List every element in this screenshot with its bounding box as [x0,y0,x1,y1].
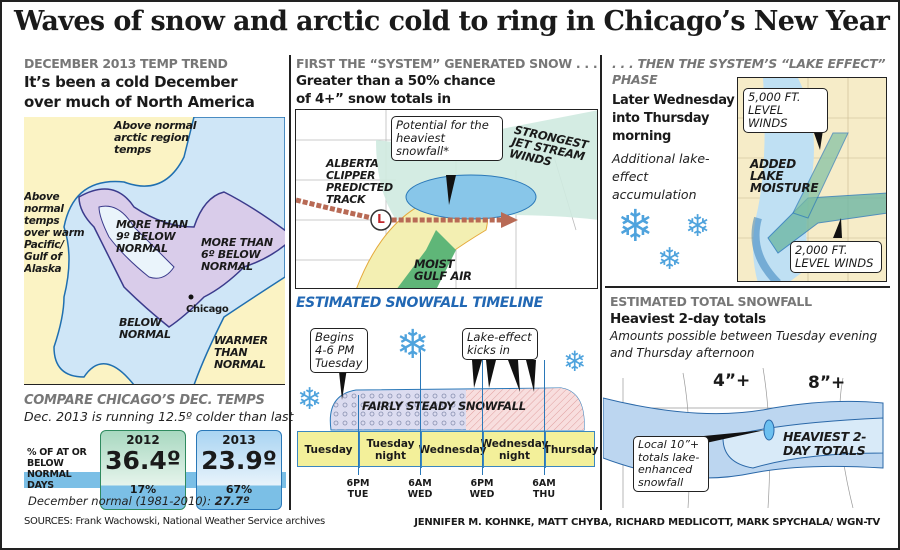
total-snowfall-subtitle: Heaviest 2-day totals [610,311,766,327]
temp-trend-kicker: DECEMBER 2013 TEMP TREND [24,56,228,71]
december-normal: December normal (1981-2010): 27.7º [28,492,250,510]
snowflake-icon: ❄ [617,201,654,252]
label-moist-gulf-air: MOIST GULF AIR [414,257,472,283]
lake-effect-map: 5,000 FT. LEVEL WINDS ADDED LAKE MOISTUR… [737,77,887,282]
tick-day: TUE [347,489,369,500]
lake-effect-kicker: . . . THEN THE SYSTEM’S “LAKE EFFECT” PH… [612,56,886,87]
credits: JENNIFER M. KOHNKE, MATT CHYBA, RICHARD … [414,517,880,528]
lake-effect-subtitle: Later Wednesday into Thursday morning [612,93,735,144]
period-wednesday: Wednesday [419,432,486,468]
tick-line [358,395,359,475]
lake-effect-note: Additional lake-effect accumulation [612,151,710,202]
tick-time: 6AM [532,478,556,489]
label-heaviest-totals: HEAVIEST 2-DAY TOTALS [783,429,867,458]
temp-box-2013: 2013 23.9º 67% [196,430,282,510]
period-tuesday: Tuesday [298,432,360,468]
temp-2013: 23.9º [201,446,277,475]
tick-label: 6PM TUE [338,478,378,500]
snowfall-band [329,360,585,431]
total-snowfall-map: 4”+ 8”+ HEAVIEST 2-DAY TOTALS Local 10”+… [603,368,888,508]
callout-lake-effect: Lake-effect kicks in [462,328,538,360]
callout-begins: Begins 4-6 PM Tuesday [310,328,368,373]
low-pressure-marker: L [377,212,385,226]
label-local-lake-enhanced: Local 10”+ totals lake-enhanced snowfall [633,436,709,492]
tick-time: 6PM [470,478,494,489]
snowflake-icon: ❄ [297,382,323,417]
year-2013: 2013 [222,433,256,447]
tick-day: WED [469,489,495,500]
label-nine-below: MORE THAN 9º BELOW NORMAL [116,218,188,255]
divider [289,55,291,510]
system-map: L Potential for the heaviest snowfall* S… [295,109,598,289]
compare-subtitle: Dec. 2013 is running 12.5º colder than l… [24,409,294,424]
period-thursday: Thursday [543,444,599,456]
label-alberta-clipper: ALBERTA CLIPPER PREDICTED TRACK [326,157,393,206]
tick-label: 6PM WED [462,478,502,500]
timeline-periods: Tuesday Tuesday night Wednesday Wednesda… [297,431,599,468]
total-snowfall-kicker: ESTIMATED TOTAL SNOWFALL [610,294,812,309]
tick-line [420,350,421,475]
tick-label: 6AM WED [400,478,440,500]
snowflake-icon: ❄ [396,322,430,368]
tick-day: THU [532,489,556,500]
tick-day: WED [407,489,433,500]
temp-trend-subtitle: It’s been a cold December over much of N… [24,73,255,111]
label-2000ft-winds: 2,000 FT. LEVEL WINDS [790,241,882,273]
compare-kicker: COMPARE CHICAGO’S DEC. TEMPS [24,393,265,408]
label-arctic: Above normal arctic region temps [114,119,197,156]
pct-2012: 17% [129,483,157,496]
label-six-below: MORE THAN 6º BELOW NORMAL [201,236,273,273]
temp-2012: 36.4º [105,446,181,475]
label-4-inches: 4”+ [713,371,751,391]
tick-label: 6AM THU [524,478,564,500]
pct-2013: 67% [225,483,253,496]
snowflake-icon: ❄ [685,209,711,244]
band-label: FAIRLY STEADY SNOWFALL [362,399,526,413]
label-5000ft-winds: 5,000 FT. LEVEL WINDS [743,88,828,133]
label-chicago: Chicago [186,304,229,315]
normal-label: December normal (1981-2010): [28,494,211,508]
snowflake-icon: ❄ [657,242,683,277]
label-warmer: WARMER THAN NORMAL [214,334,268,371]
temp-box-2012: 2012 36.4º 17% [100,430,186,510]
normal-value: 27.7º [214,494,250,508]
total-snowfall-note: Amounts possible between Tuesday evening… [610,329,878,360]
tick-line [482,360,483,475]
period-wednesday-night: Wednesday night [481,432,548,468]
tick-time: 6PM [346,478,370,489]
temp-trend-map: Above normal arctic region temps Above n… [24,117,285,385]
label-pacific: Above normal temps over warm Pacific/ Gu… [24,191,85,275]
sources: SOURCES: Frank Wachowski, National Weath… [24,516,325,527]
label-potential-snowfall: Potential for the heaviest snowfall* [391,116,503,161]
label-8-inches: 8”+ [808,373,846,393]
snowflake-icon: ❄ [563,345,587,378]
period-tuesday-night: Tuesday night [360,432,422,468]
label-added-lake-moisture: ADDED LAKE MOISTURE [750,157,819,195]
timeline-title: ESTIMATED SNOWFALL TIMELINE [296,295,543,311]
normal-days-label: % OF AT OR BELOW NORMAL DAYS [27,447,87,491]
year-2012: 2012 [126,433,160,447]
tick-line [544,360,545,475]
label-below-normal: BELOW NORMAL [119,316,171,341]
tick-time: 6AM [408,478,432,489]
divider [605,286,890,288]
system-kicker: FIRST THE “SYSTEM” GENERATED SNOW . . . [296,56,598,71]
headline: Waves of snow and arctic cold to ring in… [14,6,890,37]
divider [600,55,602,510]
